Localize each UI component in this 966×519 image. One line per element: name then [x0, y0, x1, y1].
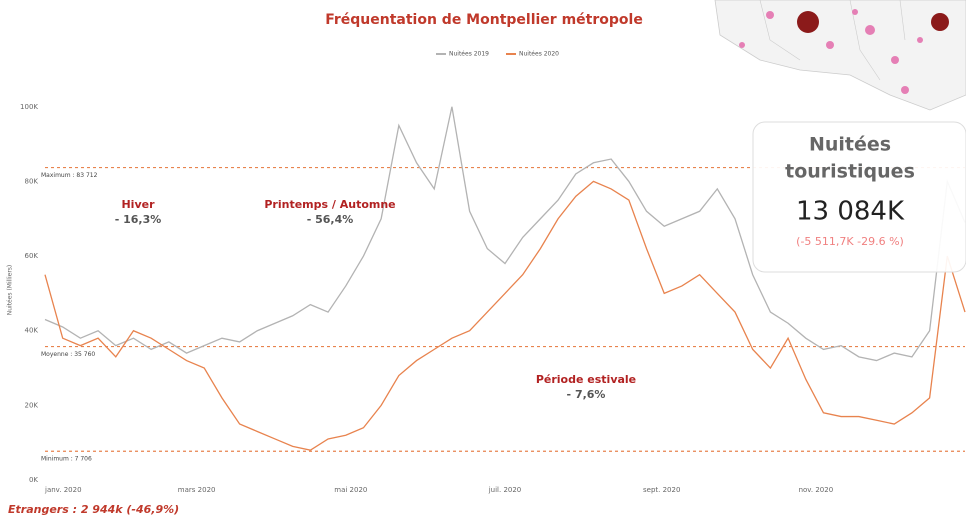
reference-label: Moyenne : 35 760: [41, 351, 95, 358]
x-tick-label: nov. 2020: [799, 486, 834, 494]
card-title: Nuitées: [809, 134, 891, 156]
card-title: touristiques: [785, 161, 915, 183]
card-box: [752, 121, 966, 273]
annotation-text: - 16,3%: [115, 213, 162, 226]
y-tick-label: 0K: [29, 476, 38, 484]
x-tick-label: janv. 2020: [44, 486, 82, 494]
y-tick-label: 100K: [20, 103, 38, 111]
reference-label: Maximum : 83 712: [41, 172, 98, 179]
plot: 0K 20K 40K 60K 80K 100K janv. 2020 mars 2020 mai…: [20, 51, 966, 494]
y-tick-label: 40K: [25, 327, 39, 335]
legend-label: Nuitées 2019: [449, 51, 489, 58]
footer: Etrangers : 2 944k (-46,9%): [8, 503, 179, 516]
card-change: (-5 511,7K -29.6 %): [796, 235, 904, 248]
annotation-text: - 7,6%: [567, 388, 606, 401]
annotation-title: Printemps / Automne: [264, 198, 395, 211]
y-tick-label: 60K: [25, 252, 39, 260]
legend-label: Nuitées 2020: [519, 51, 559, 58]
chart-title: Fréquentation de Montpellier métropole: [325, 12, 643, 28]
kpi-card: Nuitées touristiques 13 084K (-5 511,7K …: [752, 121, 966, 273]
x-tick-label: juil. 2020: [488, 486, 522, 494]
map: [714, 0, 966, 111]
y-axis-label: Nuitées (Milliers): [7, 265, 14, 316]
y-tick-label: 20K: [25, 401, 39, 409]
series-line: [44, 180, 966, 451]
annotation-text: - 56,4%: [307, 213, 354, 226]
reference-label: Minimum : 7 706: [41, 456, 92, 463]
y-tick-label: 80K: [25, 177, 39, 185]
x-tick-label: sept. 2020: [643, 486, 680, 494]
series-line: [44, 106, 966, 362]
annotation-title: Hiver: [121, 198, 155, 211]
x-tick-label: mars 2020: [178, 486, 216, 494]
x-tick-label: mai 2020: [334, 486, 367, 494]
annotation-title: Période estivale: [536, 373, 636, 386]
card-value: 13 084K: [796, 197, 905, 227]
